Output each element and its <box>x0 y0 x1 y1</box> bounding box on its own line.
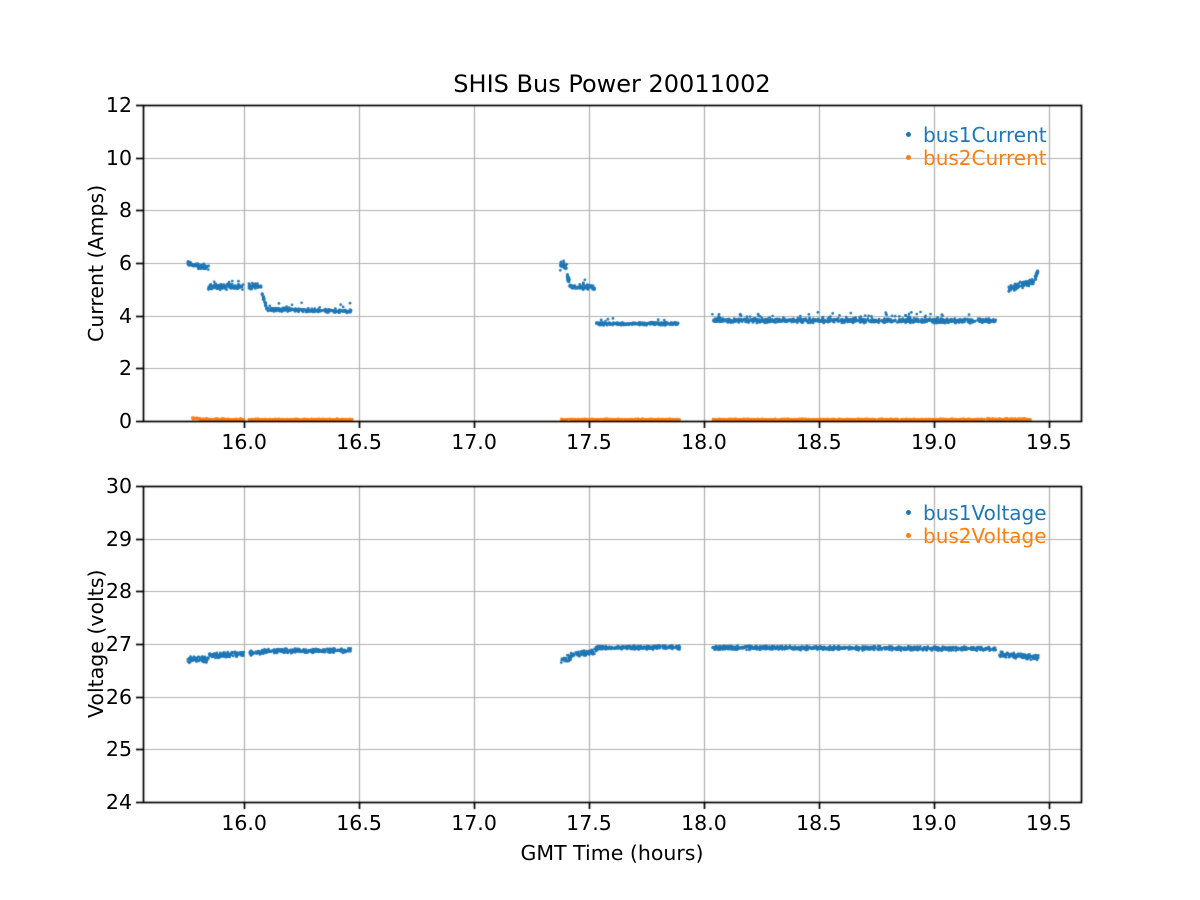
bus1voltage-marker-dot-icon <box>905 510 911 515</box>
legend-label-bus1voltage: bus1Voltage <box>923 500 1047 525</box>
legend-marker-cell <box>893 132 923 137</box>
y-tick-label: 30 <box>105 474 132 498</box>
x-tick-label: 17.0 <box>451 811 497 835</box>
legend-label-bus2current: bus2Current <box>923 145 1047 170</box>
x-tick-label: 19.5 <box>1025 430 1072 454</box>
x-tick-label: 16.5 <box>336 811 382 835</box>
y-tick-label: 4 <box>118 303 132 328</box>
x-tick-label: 19.0 <box>911 430 957 454</box>
legend-marker-cell <box>893 533 923 538</box>
x-tick-label: 18.5 <box>796 430 842 454</box>
voltage-legend: bus1Voltage bus2Voltage <box>893 500 1073 548</box>
x-tick-label: 16.0 <box>221 811 267 835</box>
legend-label-bus1current: bus1Current <box>923 122 1047 147</box>
legend-entry-bus1current: bus1Current <box>893 122 1073 147</box>
legend-entry-bus2voltage: bus2Voltage <box>893 523 1073 548</box>
x-tick-label: 17.5 <box>566 430 612 454</box>
y-tick-label: 8 <box>118 198 132 223</box>
legend-entry-bus1voltage: bus1Voltage <box>893 500 1073 525</box>
chart-title: SHIS Bus Power 20011002 <box>453 70 771 98</box>
bus2voltage-marker-dot-icon <box>905 533 911 538</box>
y-tick-label: 24 <box>105 790 132 814</box>
y-tick-label: 27 <box>105 632 132 656</box>
legend-marker-cell <box>893 155 923 160</box>
x-tick-label: 16.0 <box>221 430 267 454</box>
x-tick-label: 17.5 <box>566 811 612 835</box>
y-tick-label: 2 <box>118 356 132 381</box>
legend-marker-cell <box>893 510 923 515</box>
y-tick-label: 10 <box>105 145 132 170</box>
y-tick-label: 29 <box>105 526 132 551</box>
y-tick-label: 6 <box>118 251 132 275</box>
y-tick-label: 25 <box>105 737 132 762</box>
bus2current-marker-dot-icon <box>905 155 911 160</box>
x-axis-label: GMT Time (hours) <box>520 841 704 865</box>
current-legend: bus1Current bus2Current <box>893 122 1073 170</box>
legend-entry-bus2current: bus2Current <box>893 145 1073 170</box>
x-tick-label: 18.5 <box>796 811 842 835</box>
y-tick-label: 26 <box>105 684 132 709</box>
x-tick-label: 16.5 <box>336 430 382 454</box>
y-tick-label: 12 <box>105 93 132 117</box>
y-tick-label: 28 <box>105 579 132 604</box>
x-tick-label: 19.0 <box>911 811 957 835</box>
y-tick-label: 0 <box>118 409 132 433</box>
x-tick-label: 18.0 <box>681 430 727 454</box>
x-tick-label: 19.5 <box>1025 811 1072 835</box>
bus1current-marker-dot-icon <box>905 132 911 137</box>
x-tick-label: 17.0 <box>451 430 497 454</box>
legend-label-bus2voltage: bus2Voltage <box>923 523 1047 548</box>
x-tick-label: 18.0 <box>681 811 727 835</box>
